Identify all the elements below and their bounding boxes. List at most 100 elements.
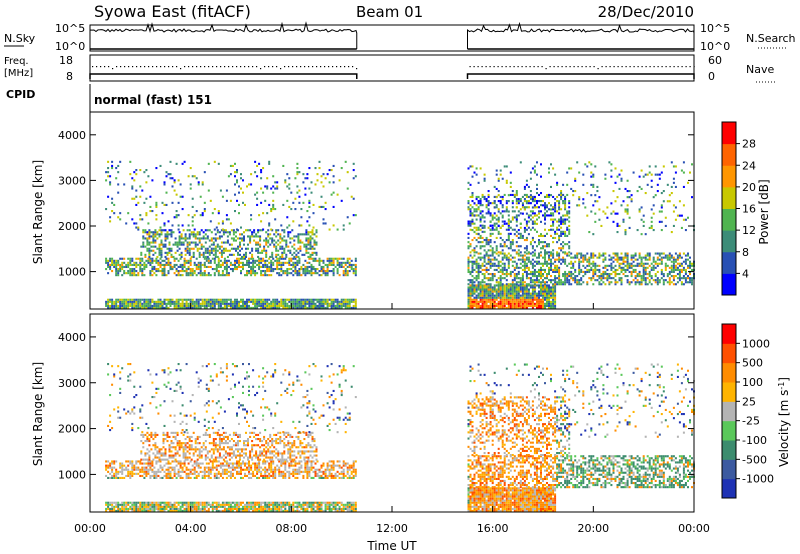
echo-cell <box>517 298 520 301</box>
echo-cell <box>219 298 222 301</box>
echo-cell <box>115 263 118 266</box>
echo-cell <box>135 173 138 176</box>
echo-cell <box>131 274 134 277</box>
echo-cell <box>568 262 571 265</box>
echo-cell <box>197 268 200 271</box>
echo-cell <box>656 183 659 186</box>
echo-cell <box>473 231 476 234</box>
echo-cell <box>298 189 301 192</box>
echo-cell <box>147 298 150 301</box>
echo-cell <box>536 302 538 305</box>
echo-cell <box>238 300 240 303</box>
echo-cell <box>290 208 293 211</box>
echo-cell <box>192 255 195 258</box>
echo-cell <box>303 243 306 246</box>
echo-cell <box>326 268 329 271</box>
echo-cell <box>511 239 514 242</box>
echo-cell <box>149 505 152 508</box>
echo-cell <box>658 279 661 282</box>
echo-cell <box>471 268 474 271</box>
echo-cell <box>485 302 488 305</box>
echo-cell <box>149 274 152 277</box>
echo-cell <box>312 300 315 303</box>
echo-cell <box>552 252 555 255</box>
echo-cell <box>676 254 679 257</box>
echo-cell <box>481 286 484 289</box>
echo-cell <box>183 507 186 510</box>
echo-cell <box>564 283 567 286</box>
echo-cell <box>274 298 277 301</box>
echo-cell <box>111 507 114 510</box>
echo-cell <box>544 241 546 244</box>
echo-cell <box>479 286 482 289</box>
echo-cell <box>489 262 492 265</box>
echo-cell <box>499 264 502 267</box>
echo-cell <box>220 245 223 248</box>
echo-cell <box>648 171 651 174</box>
echo-cell <box>497 200 500 203</box>
freq-point <box>248 66 250 68</box>
echo-cell <box>310 304 313 307</box>
echo-cell <box>183 257 186 260</box>
echo-cell <box>334 304 337 307</box>
echo-cell <box>217 298 220 301</box>
echo-cell <box>127 304 130 307</box>
echo-cell <box>212 241 215 244</box>
echo-cell <box>158 235 161 238</box>
echo-cell <box>225 298 228 301</box>
colorbar-tick-label: 28 <box>742 138 756 151</box>
echo-cell <box>497 264 500 267</box>
freq-point <box>533 66 535 68</box>
echo-cell <box>300 304 303 307</box>
echo-cell <box>550 163 552 166</box>
echo-cell <box>501 266 504 269</box>
echo-cell <box>346 171 349 174</box>
echo-cell <box>164 229 167 232</box>
echo-cell <box>269 237 272 240</box>
echo-cell <box>499 245 502 248</box>
echo-cell <box>185 300 188 303</box>
echo-cell <box>272 306 275 309</box>
echo-cell <box>215 270 218 273</box>
echo-cell <box>477 236 480 239</box>
echo-cell <box>656 283 659 286</box>
echo-cell <box>203 261 206 264</box>
echo-cell <box>467 247 470 250</box>
echo-cell <box>113 212 116 215</box>
echo-cell <box>473 284 476 287</box>
echo-cell <box>536 296 538 299</box>
echo-cell <box>163 300 166 303</box>
echo-cell <box>234 306 236 309</box>
echo-cell <box>662 273 665 276</box>
echo-cell <box>160 253 163 256</box>
echo-cell <box>213 300 216 303</box>
echo-cell <box>155 302 158 305</box>
echo-cell <box>656 258 659 261</box>
echo-cell <box>513 193 516 196</box>
echo-cell <box>542 234 544 237</box>
echo-cell <box>481 262 484 265</box>
echo-cell <box>189 272 192 275</box>
echo-cell <box>670 185 673 188</box>
echo-cell <box>302 272 305 275</box>
echo-cell <box>332 298 335 301</box>
echo-cell <box>608 273 611 276</box>
echo-cell <box>562 232 565 235</box>
echo-cell <box>211 509 214 512</box>
freq-point <box>212 66 214 68</box>
echo-cell <box>210 247 213 250</box>
echo-cell <box>477 206 480 209</box>
echo-cell <box>672 165 675 168</box>
echo-cell <box>286 306 289 309</box>
echo-cell <box>558 200 561 203</box>
echo-cell <box>117 274 120 277</box>
echo-cell <box>167 257 170 260</box>
echo-cell <box>153 507 156 510</box>
echo-cell <box>507 218 510 221</box>
echo-cell <box>354 272 357 275</box>
echo-cell <box>584 254 587 257</box>
echo-cell <box>202 245 205 248</box>
echo-cell <box>292 304 295 307</box>
echo-cell <box>157 503 160 506</box>
